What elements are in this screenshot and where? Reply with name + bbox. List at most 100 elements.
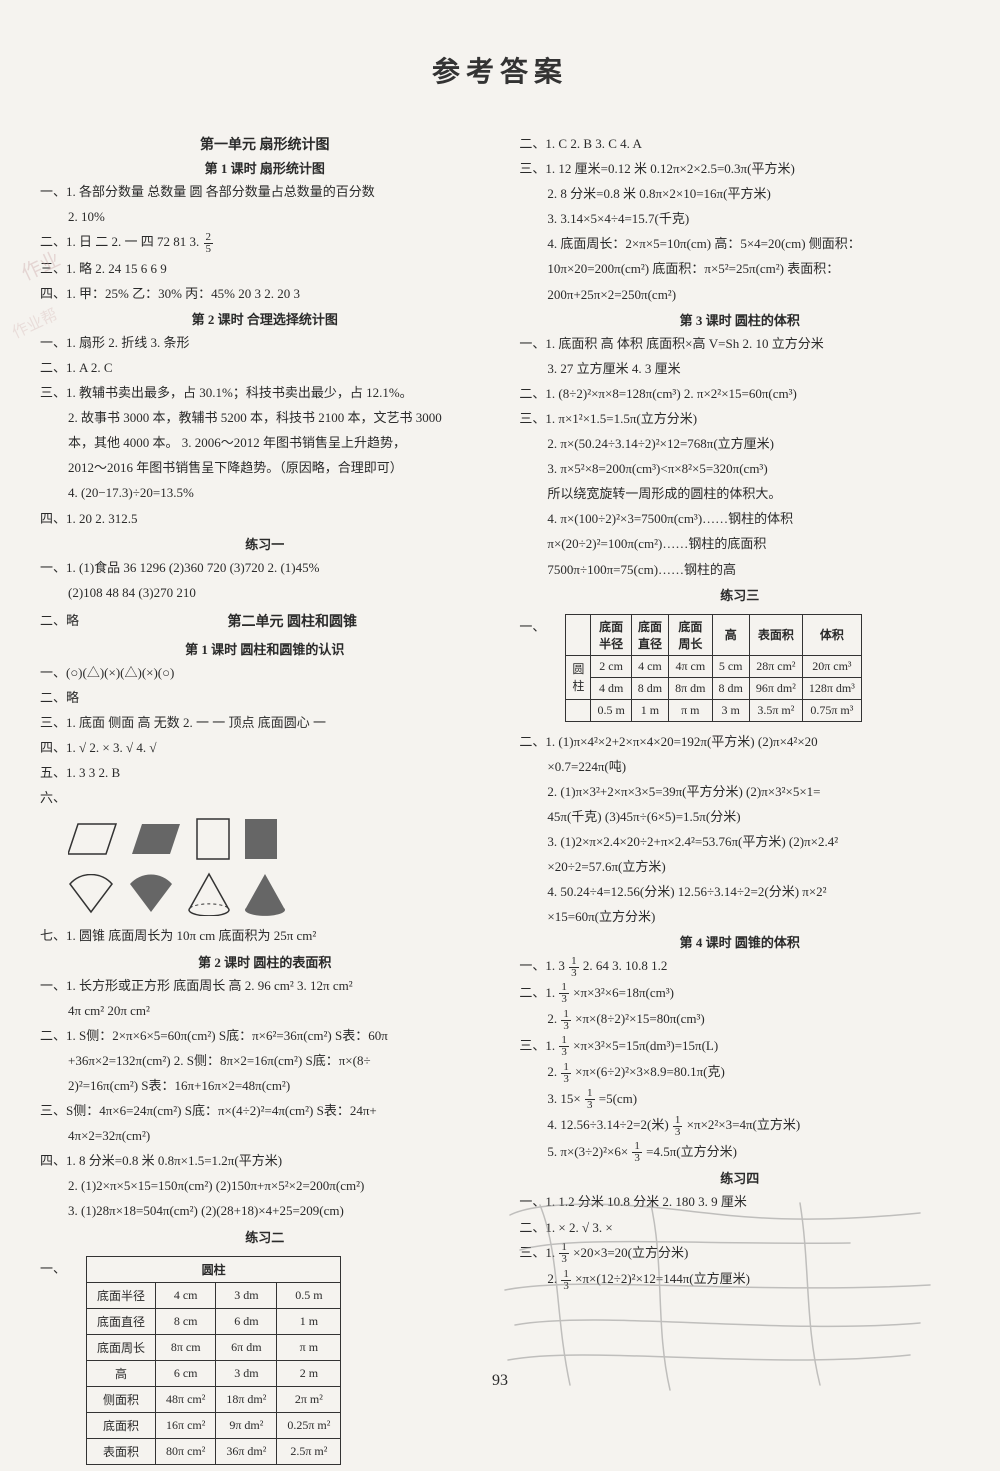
table-cell: 6 cm (156, 1360, 216, 1386)
two-column-layout: 第一单元 扇形统计图 第 1 课时 扇形统计图 一、1. 各部分数量 总数量 圆… (40, 130, 960, 1471)
shape-cone-outline (188, 872, 230, 916)
answer-line: 2. 故事书 3000 本，教辅书 5200 本，科技书 2100 本，文艺书 … (40, 407, 489, 429)
table-cell: 2 m (277, 1360, 341, 1386)
table-header (566, 614, 591, 655)
table-cell: 4 dm (591, 677, 631, 699)
fraction: 2 5 (204, 232, 214, 255)
table-cell: 4 cm (156, 1282, 216, 1308)
fraction: 13 (673, 1115, 683, 1138)
answer-line: 三、1. 13 ×20×3=20(立方分米) (519, 1242, 960, 1266)
answer-line: 4. 12.56÷3.14÷2=2(米) 13 ×π×2²×3=4π(立方米) (519, 1114, 960, 1138)
table-cell: 48π cm² (156, 1386, 216, 1412)
table-cell: 4π cm (669, 655, 712, 677)
table-cell: 8 dm (631, 677, 668, 699)
table-cell: 0.5 m (591, 699, 631, 721)
table-cell: π m (669, 699, 712, 721)
answer-line: 200π+25π×2=250π(cm²) (519, 284, 960, 306)
answer-line: 一、1. 1.2 分米 10.8 分米 2. 180 3. 9 厘米 (519, 1191, 960, 1213)
answer-line: 二、略 (40, 687, 489, 709)
fraction: 13 (585, 1088, 595, 1111)
table-cell: 高 (87, 1360, 156, 1386)
shape-cone-filled (244, 872, 286, 916)
answer-line: 3. (1)28π×18=504π(cm²) (2)(28+18)×4+25=2… (40, 1200, 489, 1222)
shape-parallelogram-filled (132, 822, 182, 856)
answer-line: 一、1. 扇形 2. 折线 3. 条形 (40, 332, 489, 354)
answer-line: 二、1. A 2. C (40, 357, 489, 379)
answer-line: ×0.7=224π(吨) (519, 756, 960, 778)
table-cell: 1 m (277, 1308, 341, 1334)
fraction: 13 (561, 1009, 571, 1032)
table-cell: 3 m (712, 699, 749, 721)
table-cell: 36π dm² (216, 1438, 277, 1464)
text: ×20×3=20(立方分米) (573, 1245, 688, 1260)
text: 三、1. (519, 1245, 558, 1260)
table-cell: 5 cm (712, 655, 749, 677)
table-row: 4 dm 8 dm 8π dm 8 dm 96π dm² 128π dm³ (566, 677, 861, 699)
answer-line: 六、 (40, 787, 489, 809)
answer-line: ×15=60π(立方分米) (519, 906, 960, 928)
answer-line: 三、1. 13 ×π×3²×5=15π(dm³)=15π(L) (519, 1035, 960, 1059)
table-header: 体积 (802, 614, 861, 655)
fraction: 13 (559, 1242, 569, 1265)
shape-sector-filled (128, 874, 174, 914)
table-header: 表面积 (749, 614, 802, 655)
answer-line: 45π(千克) (3)45π÷(6×5)=1.5π(分米) (519, 806, 960, 828)
table-row: 高6 cm3 dm2 m (87, 1360, 341, 1386)
answer-line: 一、1. (1)食品 36 1296 (2)360 720 (3)720 2. … (40, 557, 489, 579)
table-cell: 4 cm (631, 655, 668, 677)
frac-den: 5 (204, 244, 214, 255)
table-header: 底面 周长 (669, 614, 712, 655)
answer-line: 四、1. 甲：25% 乙：30% 丙：45% 20 3 2. 20 3 (40, 283, 489, 305)
frac-den: 3 (673, 1127, 683, 1138)
answer-line: 四、1. 20 2. 312.5 (40, 508, 489, 530)
table-header: 高 (712, 614, 749, 655)
table-cell: 3 dm (216, 1282, 277, 1308)
table-header: 底面 半径 (591, 614, 631, 655)
answer-line: 二、1. × 2. √ 3. × (519, 1217, 960, 1239)
text: 3. 15× (547, 1091, 580, 1106)
table-row: 侧面积48π cm²18π dm²2π m² (87, 1386, 341, 1412)
answer-line: 2. 10% (40, 206, 489, 228)
text: 2. (547, 1064, 560, 1079)
text: 一、1. 3 (519, 958, 568, 973)
table-cell: 18π dm² (216, 1386, 277, 1412)
shapes-row (40, 812, 489, 866)
table-row: 0.5 m 1 m π m 3 m 3.5π m² 0.75π m³ (566, 699, 861, 721)
answer-line: 三、1. 略 2. 24 15 6 6 9 (40, 258, 489, 280)
table-cell: 底面周长 (87, 1334, 156, 1360)
table-cell: 底面直径 (87, 1308, 156, 1334)
text: 5. π×(3÷2)²×6× (547, 1144, 628, 1159)
row-label: 一、 (40, 1250, 66, 1471)
table-cell: 圆 柱 (566, 655, 591, 699)
text: ×π×(12÷2)²×12=144π(立方厘米) (575, 1271, 750, 1286)
answer-line: 一、(○)(△)(×)(△)(×)(○) (40, 662, 489, 684)
table-cell: 侧面积 (87, 1386, 156, 1412)
answer-line: +36π×2=132π(cm²) 2. S侧：8π×2=16π(cm²) S底：… (40, 1050, 489, 1072)
u2-lesson1-title: 第 1 课时 圆柱和圆锥的认识 (40, 639, 489, 658)
text: 2. 64 3. 10.8 1.2 (583, 958, 668, 973)
answer-line: 一、1. 底面积 高 体积 底面积×高 V=Sh 2. 10 立方分米 (519, 333, 960, 355)
fraction: 13 (561, 1269, 571, 1292)
table-cell: 20π cm³ (802, 655, 861, 677)
table-cell: 8 dm (712, 677, 749, 699)
table-cell: 底面半径 (87, 1282, 156, 1308)
table-row: 底面半径4 cm3 dm0.5 m (87, 1282, 341, 1308)
answer-line: 2. (1)2×π×5×15=150π(cm²) (2)150π+π×5²×2=… (40, 1175, 489, 1197)
right-column: 二、1. C 2. B 3. C 4. A 三、1. 12 厘米=0.12 米 … (519, 130, 960, 1471)
answer-line: 四、1. 8 分米=0.8 米 0.8π×1.5=1.2π(平方米) (40, 1150, 489, 1172)
table-cell: 表面积 (87, 1438, 156, 1464)
answer-line: 2012～2016 年图书销售呈下降趋势。（原因略，合理即可） (40, 457, 489, 479)
answer-line: 2)²=16π(cm²) S表：16π+16π×2=48π(cm²) (40, 1075, 489, 1097)
answer-line: 三、1. π×1²×1.5=1.5π(立方分米) (519, 408, 960, 430)
answer-line: 七、1. 圆锥 底面周长为 10π cm 底面积为 25π cm² (40, 925, 489, 947)
frac-den: 3 (559, 994, 569, 1005)
shape-parallelogram-outline (68, 822, 118, 856)
text: ×π×3²×6=18π(cm³) (573, 985, 674, 1000)
answer-line: 2. 13 ×π×(6÷2)²×3×8.9=80.1π(克) (519, 1061, 960, 1085)
page-title: 参考答案 (40, 50, 960, 90)
text: =4.5π(立方分米) (646, 1144, 737, 1159)
answer-line: 四、1. √ 2. × 3. √ 4. √ (40, 737, 489, 759)
text: ×π×(8÷2)²×15=80π(cm³) (575, 1011, 705, 1026)
frac-den: 3 (569, 968, 579, 979)
answer-line: 三、1. 12 厘米=0.12 米 0.12π×2×2.5=0.3π(平方米) (519, 158, 960, 180)
